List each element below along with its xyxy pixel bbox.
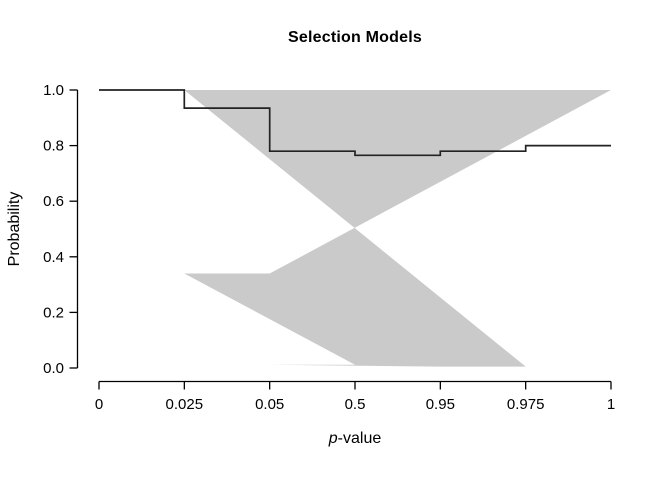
- x-tick-label: 0.025: [166, 396, 204, 413]
- y-axis-label: Probability: [6, 191, 23, 267]
- x-axis-label-rest: -value: [337, 430, 382, 447]
- x-tick-label: 0: [95, 396, 103, 413]
- y-tick-label: 0.4: [43, 249, 64, 266]
- x-axis-label: p-value: [99, 430, 611, 448]
- y-tick-label: 0.2: [43, 304, 64, 321]
- step-line: [99, 89, 611, 157]
- x-axis-label-italic-p: p: [328, 430, 338, 447]
- y-tick-label: 0.0: [43, 360, 64, 377]
- chart-title: Selection Models: [288, 29, 422, 46]
- x-tick-label: 0.975: [507, 396, 545, 413]
- y-axis-ticks: 0.0 0.2 0.4 0.6 0.8 1.0: [43, 82, 78, 377]
- y-tick-label: 0.8: [43, 138, 64, 155]
- y-tick-label: 0.6: [43, 193, 64, 210]
- y-tick-label: 1.0: [43, 82, 64, 99]
- x-tick-label: 1: [607, 396, 615, 413]
- x-tick-label: 0.5: [345, 396, 366, 413]
- confidence-band: [184, 90, 612, 367]
- x-tick-label: 0.95: [426, 396, 455, 413]
- x-axis-ticks: 0 0.025 0.05 0.5 0.95 0.975 1: [95, 381, 615, 413]
- x-tick-label: 0.05: [255, 396, 284, 413]
